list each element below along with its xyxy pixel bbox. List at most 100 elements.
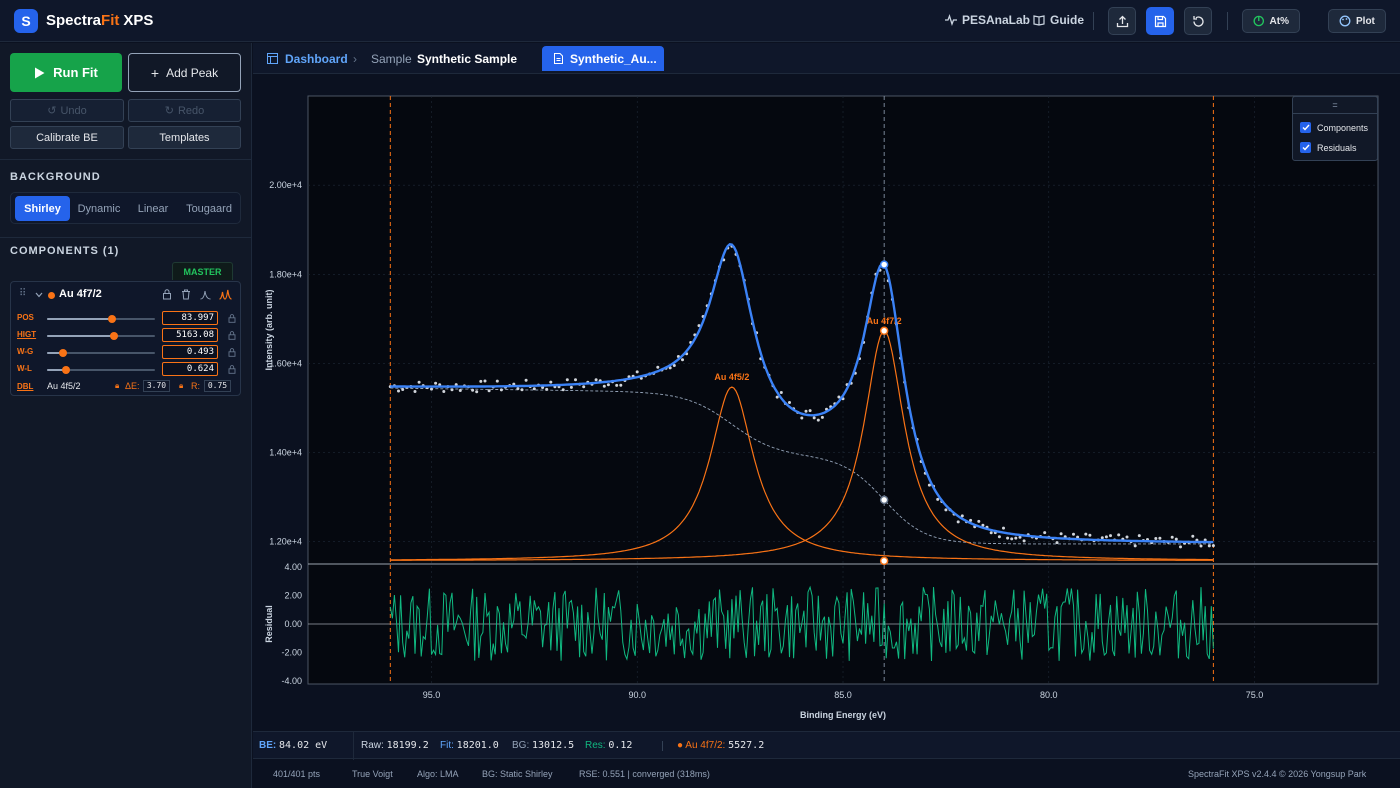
y-axis-label: Intensity (arb. unit) — [264, 289, 274, 370]
sidebar: Run Fit + Add Peak ↺ Undo ↻ Redo Calibrate… — [0, 43, 252, 788]
peak-shape-icon[interactable] — [200, 289, 211, 300]
lock-icon[interactable] — [162, 289, 172, 300]
checkbox-checked-icon[interactable] — [1300, 122, 1311, 133]
raw-point — [1072, 532, 1075, 536]
raw-point — [549, 380, 553, 384]
pos-slider[interactable] — [47, 315, 155, 323]
raw-point — [1137, 534, 1141, 538]
x-axis-label: Binding Energy (eV) — [800, 710, 886, 720]
y-tick-label: 2.00e+4 — [269, 180, 302, 190]
save-button[interactable] — [1146, 7, 1174, 35]
ratio-input[interactable]: 0.75 — [204, 380, 231, 392]
divider — [0, 237, 252, 238]
tab-dynamic[interactable]: Dynamic — [77, 202, 121, 215]
breadcrumb-sample-name[interactable]: Synthetic Sample — [417, 52, 518, 66]
chevron-down-icon[interactable] — [35, 292, 43, 298]
lock-icon[interactable]: 🔒︎ — [115, 381, 120, 390]
divider — [353, 732, 354, 760]
tab-file[interactable]: Synthetic_Au... — [542, 46, 664, 71]
export-button[interactable] — [1108, 7, 1136, 35]
raw-point — [1002, 526, 1005, 530]
lock-icon[interactable] — [228, 331, 236, 340]
checkbox-checked-icon[interactable] — [1300, 142, 1311, 153]
raw-point — [1109, 534, 1112, 538]
master-badge[interactable]: MASTER — [172, 262, 233, 280]
x-tick-label: 85.0 — [834, 690, 852, 700]
pesanalab-link[interactable]: PESAnaLab — [945, 13, 1030, 27]
redo-icon: ↻ — [164, 105, 174, 117]
app-logo: S — [14, 9, 38, 33]
save-icon — [1154, 15, 1166, 27]
lock-icon[interactable] — [228, 314, 236, 323]
guide-link[interactable]: Guide — [1033, 13, 1084, 27]
atomic-percent-button[interactable]: At% — [1242, 9, 1300, 33]
add-peak-button[interactable]: + Add Peak — [128, 53, 241, 92]
raw-point — [1059, 532, 1063, 536]
residual-tick-label: -4.00 — [281, 676, 302, 686]
raw-point — [960, 514, 964, 518]
lock-icon[interactable] — [228, 365, 236, 374]
undo-button[interactable]: ↺ Undo — [10, 99, 124, 122]
wg-input[interactable]: 0.493 — [162, 345, 218, 359]
app-title: SpectraFit XPS — [46, 12, 154, 29]
raw-point — [1043, 531, 1047, 535]
height-input[interactable]: 5163.08 — [162, 328, 218, 342]
slider-knob[interactable] — [109, 332, 118, 340]
raw-point — [524, 378, 528, 382]
height-slider[interactable] — [47, 332, 155, 340]
dashboard-link[interactable]: Dashboard — [285, 52, 348, 66]
slider-knob[interactable] — [59, 349, 68, 357]
templates-button[interactable]: Templates — [128, 126, 241, 149]
raw-point — [417, 380, 421, 384]
wl-input[interactable]: 0.624 — [162, 362, 218, 376]
legend-components-toggle[interactable]: Components — [1300, 122, 1368, 133]
dbl-label[interactable]: DBL — [17, 382, 34, 391]
raw-point — [668, 366, 672, 370]
legend-drag-icon[interactable]: = — [1332, 100, 1338, 110]
background-title: BACKGROUND — [10, 171, 101, 183]
raw-point — [1170, 535, 1174, 539]
trash-icon[interactable] — [181, 289, 191, 300]
algorithm: Algo: LMA — [417, 769, 459, 779]
raw-point — [1104, 535, 1108, 539]
legend-residuals-toggle[interactable]: Residuals — [1300, 142, 1357, 153]
delta-e-input[interactable]: 3.70 — [143, 380, 170, 392]
bg-readout: BG: 13012.5 — [512, 740, 575, 751]
wg-slider[interactable] — [47, 349, 155, 357]
lock-icon[interactable] — [228, 348, 236, 357]
raw-point — [779, 391, 783, 394]
spectrum-chart[interactable]: 1.20e+4 1.40e+4 1.60e+4 1.80e+4 2.00e+4 4.00 2… — [253, 75, 1400, 731]
slider-knob[interactable] — [107, 315, 116, 323]
raw-point — [619, 383, 623, 387]
raw-point — [487, 389, 491, 393]
slider-knob[interactable] — [62, 366, 71, 374]
tab-shirley[interactable]: Shirley — [15, 196, 70, 221]
raw-point — [1055, 541, 1059, 545]
reset-button[interactable] — [1184, 7, 1212, 35]
raw-point — [775, 395, 779, 399]
component-label: Au 4f5/2 — [714, 372, 749, 382]
pos-input[interactable]: 83.997 — [162, 311, 218, 325]
plot-settings-button[interactable]: Plot — [1328, 9, 1386, 33]
upload-icon — [1116, 15, 1128, 27]
redo-button[interactable]: ↻ Redo — [128, 99, 241, 122]
raw-point — [1158, 536, 1162, 540]
raw-point — [1154, 537, 1158, 540]
drag-handle-icon[interactable]: ⠿ — [19, 288, 27, 299]
raw-point — [1022, 539, 1026, 543]
param-height: HIGT 5163.08 — [17, 328, 237, 343]
run-fit-button[interactable]: Run Fit — [10, 53, 122, 92]
plot-area[interactable]: 1.20e+4 1.40e+4 1.60e+4 1.80e+4 2.00e+4 4.00 2… — [253, 75, 1400, 731]
wl-slider[interactable] — [47, 366, 155, 374]
raw-point — [1084, 532, 1088, 536]
raw-point — [520, 388, 524, 392]
background-mode: BG: Static Shirley — [482, 769, 553, 779]
pie-chart-icon — [1253, 15, 1265, 27]
doublet-icon[interactable] — [219, 289, 232, 300]
tab-tougaard[interactable]: Tougaard — [186, 202, 232, 215]
calibrate-be-button[interactable]: Calibrate BE — [10, 126, 124, 149]
tab-linear[interactable]: Linear — [137, 202, 169, 215]
raw-point — [989, 531, 993, 535]
lock-icon[interactable]: 🔒︎ — [179, 381, 184, 390]
raw-point — [944, 508, 948, 512]
